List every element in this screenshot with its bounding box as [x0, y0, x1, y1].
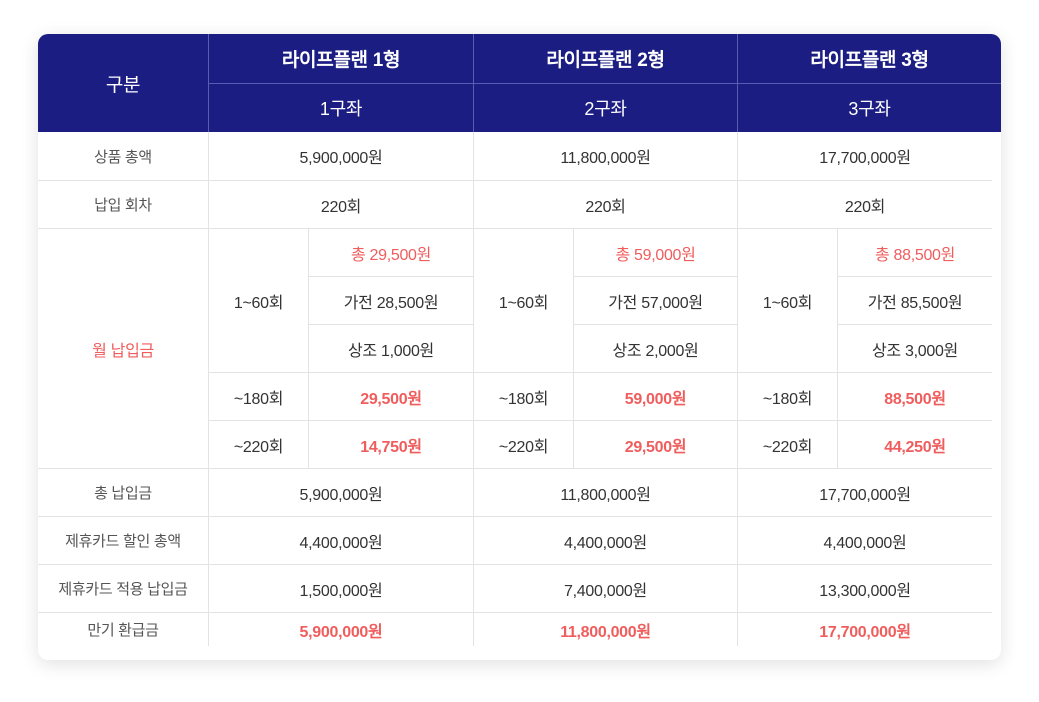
card-paid-plan-3: 13,300,000원 [737, 564, 992, 612]
monthly-plan-2-range-2: ~180회 [473, 372, 573, 420]
total-amount-plan-1: 5,900,000원 [208, 132, 473, 180]
monthly-plan-1-value-2: 29,500원 [308, 372, 473, 420]
monthly-plan-1-value-3: 14,750원 [308, 420, 473, 468]
row-label-card-paid: 제휴카드 적용 납입금 [38, 564, 208, 612]
total-paid-plan-1: 5,900,000원 [208, 468, 473, 516]
monthly-plan-1-mutual: 상조 1,000원 [308, 324, 473, 372]
total-paid-plan-2: 11,800,000원 [473, 468, 737, 516]
row-label-total-amount: 상품 총액 [94, 148, 152, 166]
card-discount-plan-3: 4,400,000원 [737, 516, 992, 564]
monthly-plan-1-range-1: 1~60회 [208, 228, 308, 372]
row-label-total-paid: 총 납입금 [38, 468, 208, 516]
row-label-refund: 만기 환급금 [38, 612, 208, 646]
header-account-2: 2구좌 [473, 83, 737, 132]
card-discount-plan-1: 4,400,000원 [208, 516, 473, 564]
payment-count-plan-3: 220회 [737, 180, 992, 228]
total-paid-plan-3: 17,700,000원 [737, 468, 992, 516]
monthly-plan-1-range-3: ~220회 [208, 420, 308, 468]
monthly-plan-2-appliance: 가전 57,000원 [573, 276, 737, 324]
monthly-plan-3-appliance: 가전 85,500원 [837, 276, 992, 324]
header-category: 구분 [38, 34, 208, 132]
row-label-monthly-payment: 월 납입금 [38, 228, 208, 468]
card-discount-plan-2: 4,400,000원 [473, 516, 737, 564]
monthly-plan-3-range-2: ~180회 [737, 372, 837, 420]
total-amount-plan-2: 11,800,000원 [473, 132, 737, 180]
monthly-plan-1-appliance: 가전 28,500원 [308, 276, 473, 324]
product-comparison-table: 구분 라이프플랜 1형 라이프플랜 2형 라이프플랜 3형 1구좌 2구좌 3구… [38, 34, 1001, 660]
monthly-plan-2-range-1: 1~60회 [473, 228, 573, 372]
row-label-card-discount: 제휴카드 할인 총액 [38, 516, 208, 564]
monthly-plan-1-range-2: ~180회 [208, 372, 308, 420]
payment-count-plan-2: 220회 [473, 180, 737, 228]
refund-plan-1: 5,900,000원 [208, 612, 473, 646]
monthly-plan-3-value-3: 44,250원 [837, 420, 992, 468]
card-paid-plan-1: 1,500,000원 [208, 564, 473, 612]
header-account-1: 1구좌 [208, 83, 473, 132]
monthly-plan-2-value-3: 29,500원 [573, 420, 737, 468]
header-plan-3: 라이프플랜 3형 [737, 34, 1001, 83]
monthly-plan-3-value-2: 88,500원 [837, 372, 992, 420]
monthly-plan-2-value-2: 59,000원 [573, 372, 737, 420]
monthly-plan-2-range-3: ~220회 [473, 420, 573, 468]
monthly-plan-2-mutual: 상조 2,000원 [573, 324, 737, 372]
refund-plan-2: 11,800,000원 [473, 612, 737, 646]
card-paid-plan-2: 7,400,000원 [473, 564, 737, 612]
monthly-plan-1-total: 총 29,500원 [308, 228, 473, 276]
header-account-3: 3구좌 [737, 83, 1001, 132]
header-plan-1: 라이프플랜 1형 [208, 34, 473, 83]
header-plan-2: 라이프플랜 2형 [473, 34, 737, 83]
row-label-payment-count: 납입 회차 [38, 180, 208, 228]
monthly-plan-3-range-1: 1~60회 [737, 228, 837, 372]
monthly-plan-2-total: 총 59,000원 [573, 228, 737, 276]
refund-plan-3: 17,700,000원 [737, 612, 992, 646]
monthly-plan-3-total: 총 88,500원 [837, 228, 992, 276]
monthly-plan-3-range-3: ~220회 [737, 420, 837, 468]
payment-count-plan-1: 220회 [208, 180, 473, 228]
monthly-plan-3-mutual: 상조 3,000원 [837, 324, 992, 372]
total-amount-plan-3: 17,700,000원 [737, 132, 992, 180]
